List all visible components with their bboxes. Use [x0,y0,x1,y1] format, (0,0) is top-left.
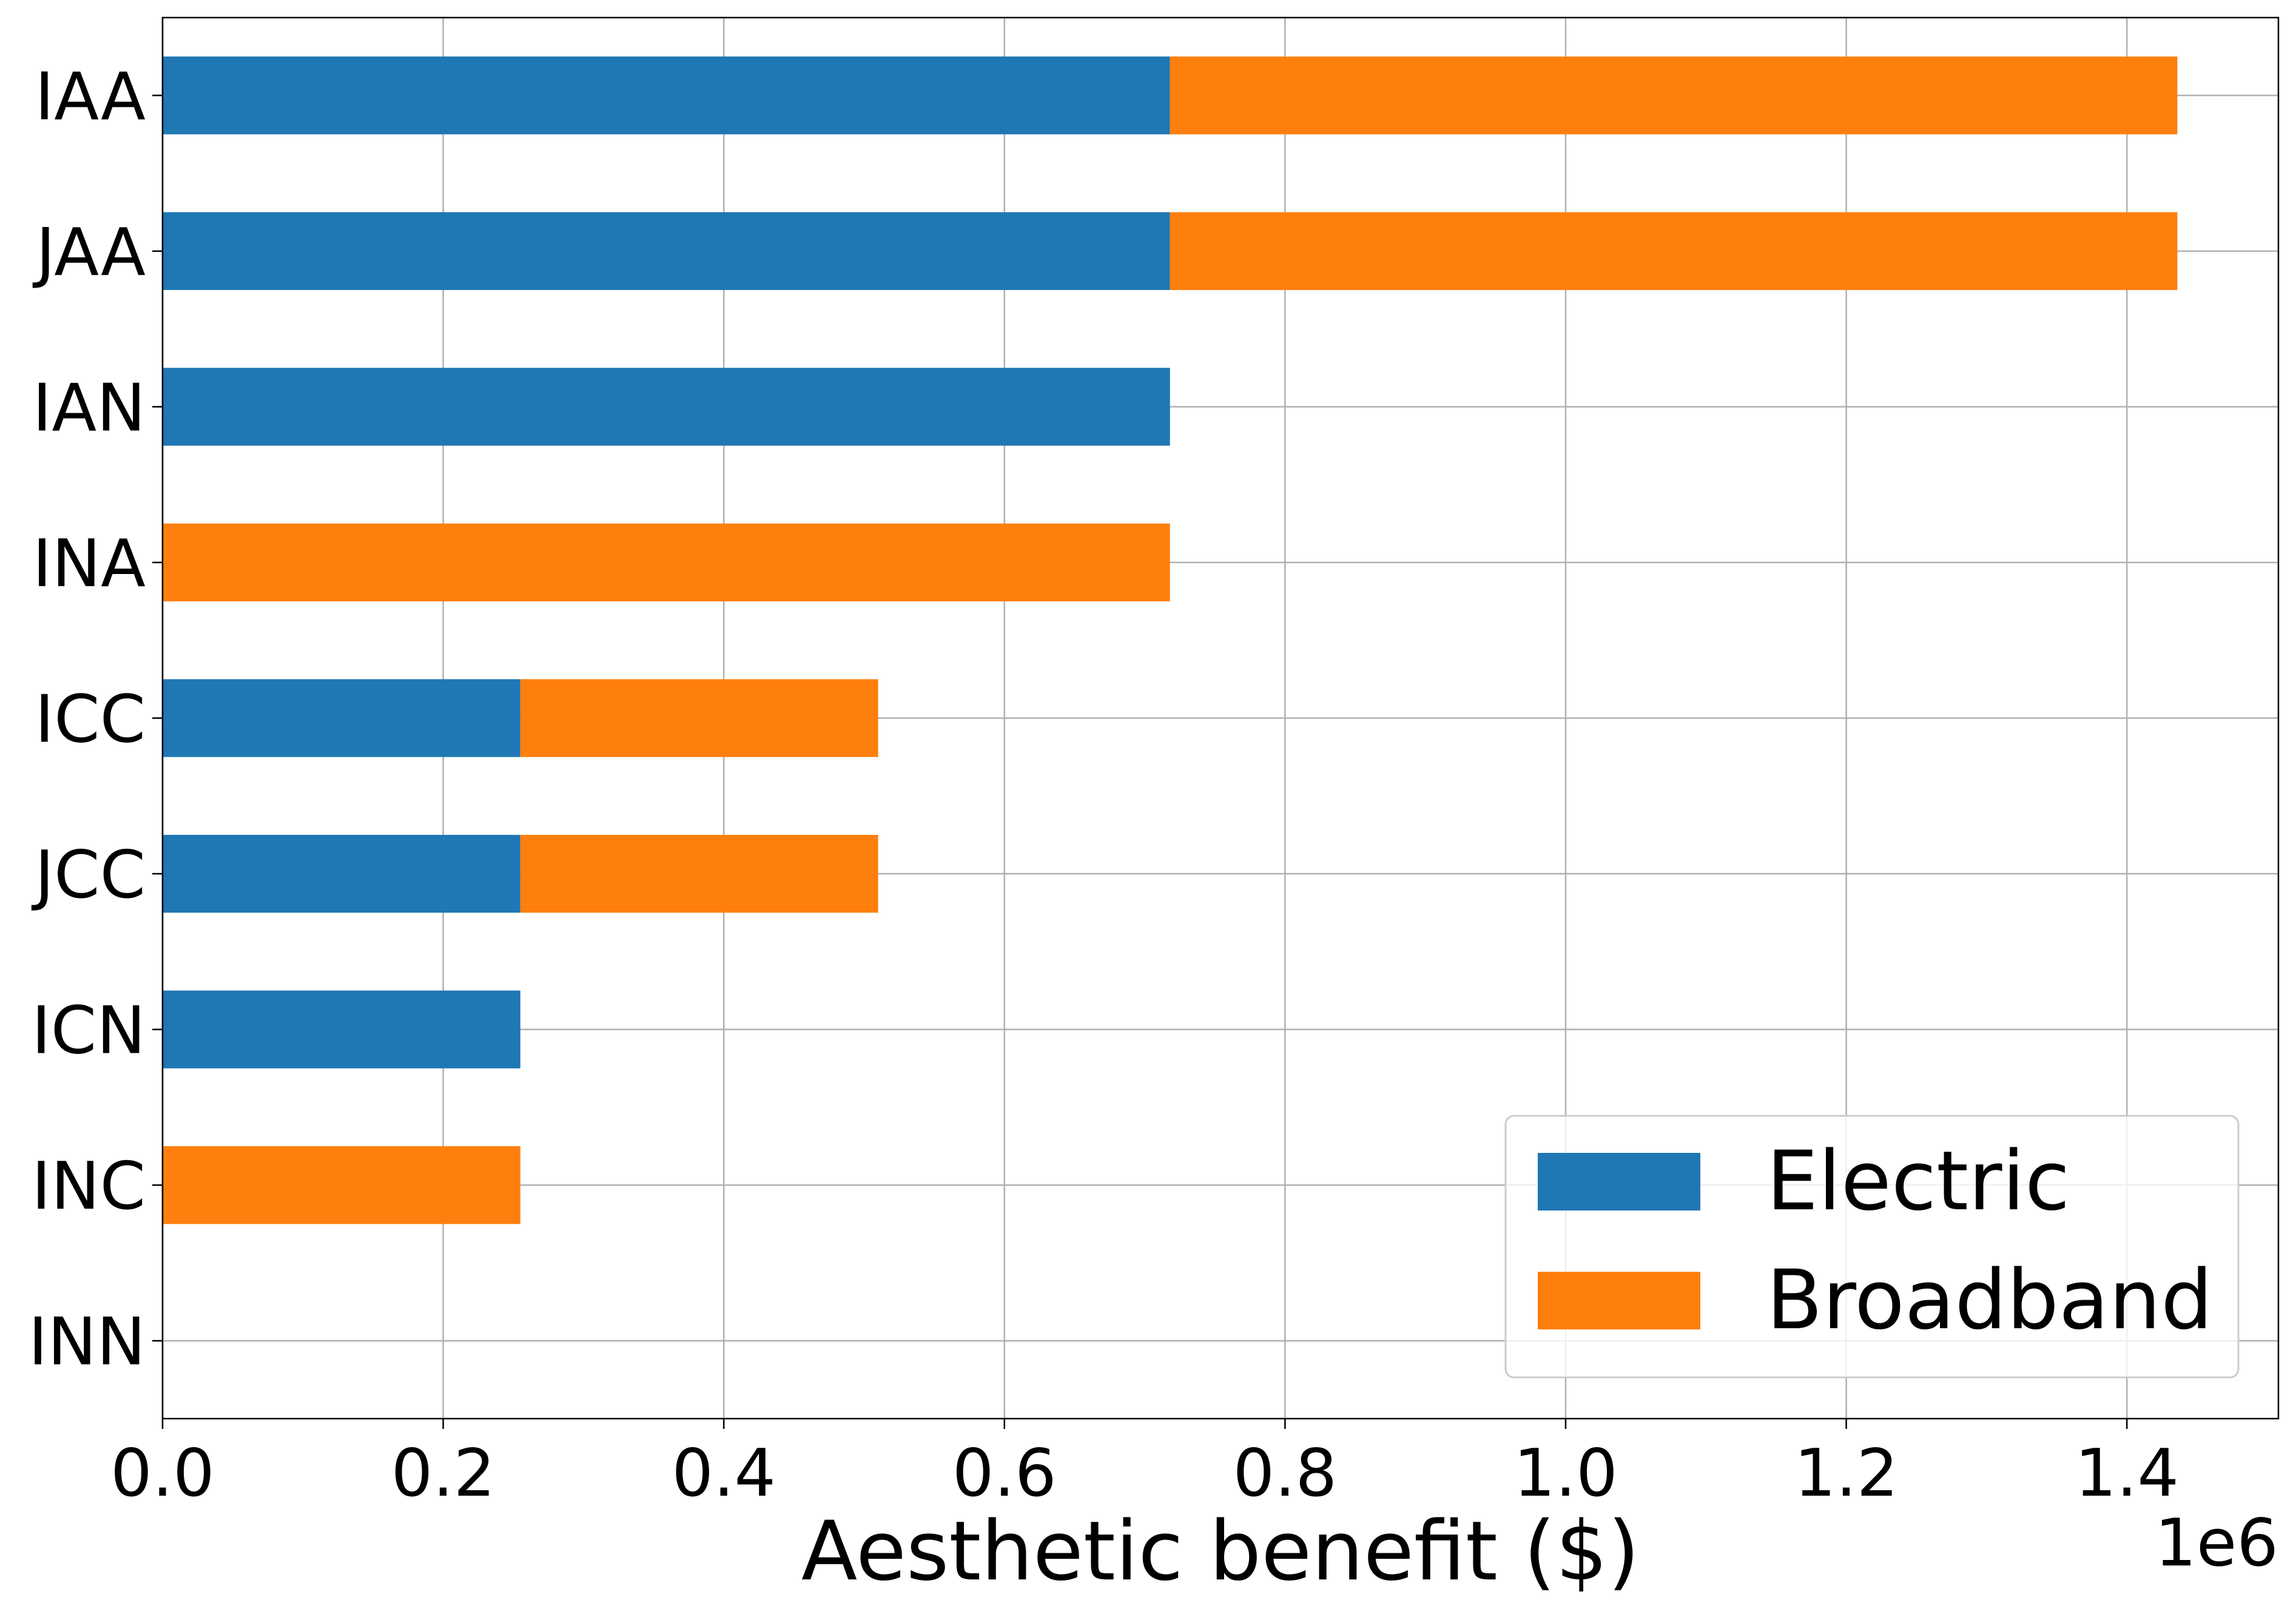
bar-broadband-icc [520,679,878,757]
bar-broadband-iaa [1170,56,2178,135]
bar-broadband-jcc [520,834,878,913]
y-tick-label-jaa: JAA [32,215,146,291]
bars [163,56,2178,1224]
bar-electric-icc [163,679,520,757]
bar-electric-jaa [163,212,1170,290]
y-tick-label-inn: INN [29,1305,146,1380]
y-axis: IAA JAA IAN INA ICC JCC ICN INC INN [29,59,163,1380]
bar-electric-iaa [163,56,1170,135]
y-tick-label-jcc: JCC [31,837,146,913]
legend-swatch-broadband [1538,1272,1700,1329]
x-axis-title: Aesthetic benefit ($) [801,1504,1640,1599]
legend-swatch-electric [1538,1153,1700,1210]
bar-electric-ian [163,368,1170,446]
legend-label-broadband: Broadband [1766,1252,2213,1348]
y-tick-label-iaa: IAA [35,59,146,135]
x-tick-label: 0.6 [952,1436,1057,1511]
bar-broadband-ina [163,523,1170,602]
x-tick-label: 1.4 [2075,1436,2179,1511]
legend: Electric Broadband [1504,1115,2240,1379]
bar-electric-jcc [163,834,520,913]
y-tick-label-icn: ICN [32,993,146,1069]
bar-broadband-inc [163,1146,520,1224]
y-tick-label-inc: INC [32,1149,146,1224]
x-tick-label: 0.0 [110,1436,215,1511]
x-tick-label: 0.8 [1233,1436,1338,1511]
legend-label-electric: Electric [1766,1133,2070,1229]
bar-electric-icn [163,990,520,1069]
y-tick-label-ian: IAN [32,370,146,446]
x-tick-label: 1.2 [1794,1436,1899,1511]
y-tick-label-ina: INA [32,526,146,602]
bar-broadband-jaa [1170,212,2178,290]
x-axis: 0.0 0.2 0.4 0.6 0.8 1.0 1.2 1.4 [110,1419,2179,1511]
x-tick-label: 0.4 [672,1436,776,1511]
x-tick-label: 0.2 [391,1436,496,1511]
y-tick-label-icc: ICC [35,682,146,758]
x-tick-label: 1.0 [1513,1436,1618,1511]
x-axis-offset-label: 1e6 [2155,1505,2278,1581]
